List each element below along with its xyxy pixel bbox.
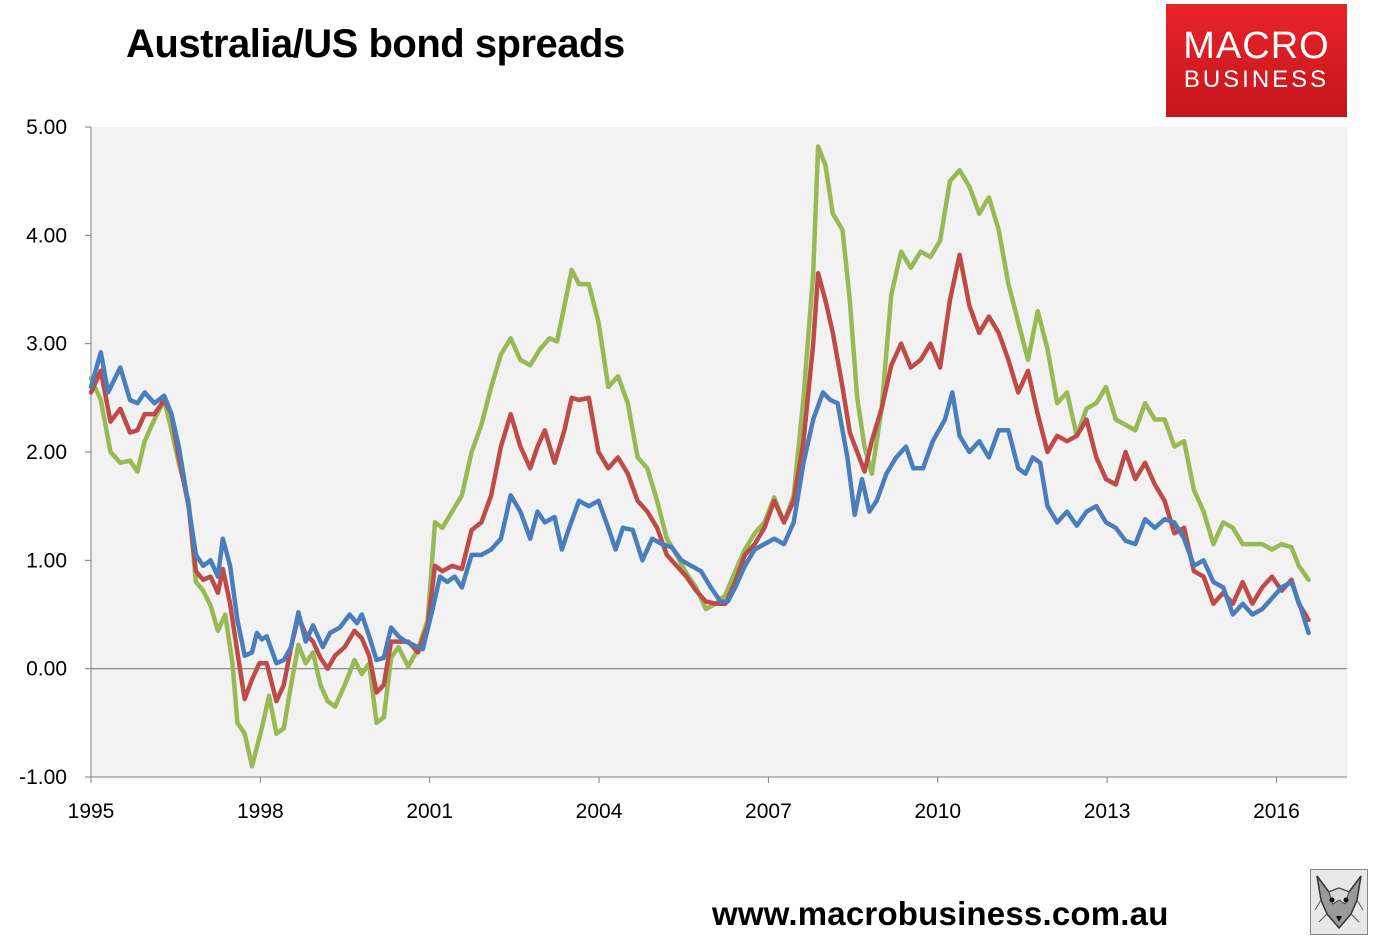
x-tick-label: 2007 xyxy=(745,800,792,823)
x-tick-label: 1995 xyxy=(68,800,115,823)
series-line-2-year xyxy=(88,144,1311,769)
x-tick-label: 2013 xyxy=(1084,800,1131,823)
y-tick-label: 4.00 xyxy=(26,224,67,247)
chart-title: Australia/US bond spreads xyxy=(126,22,625,66)
website-url: www.macrobusiness.com.au xyxy=(712,895,1169,932)
plot-area xyxy=(91,127,1347,777)
y-tick-label: -1.00 xyxy=(19,766,67,789)
macro-business-logo: MACRO BUSINESS xyxy=(1166,4,1347,117)
y-tick-label: 5.00 xyxy=(26,116,67,139)
bond-spread-chart: -1.00 0.00 1.00 2.00 3.00 4.00 5.00 1995 1998 200… xyxy=(19,116,1347,823)
x-tick-label: 2010 xyxy=(914,800,961,823)
x-tick-label: 1998 xyxy=(237,800,284,823)
series-line-10-year xyxy=(88,350,1311,666)
logo-line-business: BUSINESS xyxy=(1183,66,1330,93)
y-tick-label: 0.00 xyxy=(26,658,67,681)
x-tick-label: 2001 xyxy=(406,800,453,823)
chart-series xyxy=(88,144,1311,769)
y-tick-label: 3.00 xyxy=(26,333,67,356)
x-tick-label: 2016 xyxy=(1253,800,1300,823)
x-tick-label: 2004 xyxy=(576,800,623,823)
series-line-5-year xyxy=(88,252,1311,704)
logo-line-macro: MACRO xyxy=(1183,25,1330,67)
y-tick-label: 1.00 xyxy=(26,549,67,572)
fox-mascot-icon xyxy=(1310,869,1368,935)
chart-axes: -1.00 0.00 1.00 2.00 3.00 4.00 5.00 1995 1998 200… xyxy=(19,116,1347,823)
y-tick-label: 2.00 xyxy=(26,441,67,464)
